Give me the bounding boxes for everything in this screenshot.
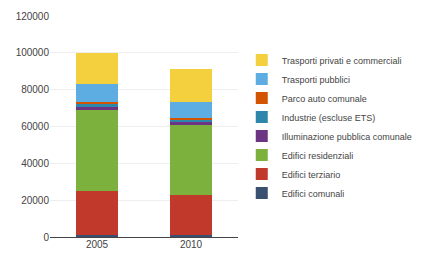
svg-text:Industrie (escluse ETS): Industrie (escluse ETS)	[282, 113, 376, 123]
svg-text:0: 0	[43, 232, 49, 243]
svg-text:Edifici terziario: Edifici terziario	[282, 170, 341, 180]
svg-text:100000: 100000	[16, 47, 50, 58]
svg-text:Parco auto comunale: Parco auto comunale	[282, 94, 367, 104]
svg-text:Trasporti privati e commercial: Trasporti privati e commerciali	[282, 56, 402, 66]
svg-text:Edifici residenziali: Edifici residenziali	[282, 151, 354, 161]
svg-text:20000: 20000	[21, 195, 49, 206]
svg-text:Trasporti pubblici: Trasporti pubblici	[282, 75, 350, 85]
svg-text:Illuminazione pubblica comunal: Illuminazione pubblica comunale	[282, 132, 412, 142]
svg-text:60000: 60000	[21, 121, 49, 132]
svg-text:80000: 80000	[21, 84, 49, 95]
svg-text:2005: 2005	[86, 239, 109, 250]
svg-text:Edifici comunali: Edifici comunali	[282, 189, 345, 199]
svg-text:40000: 40000	[21, 158, 49, 169]
svg-text:2010: 2010	[180, 239, 203, 250]
svg-text:120000: 120000	[16, 11, 50, 22]
